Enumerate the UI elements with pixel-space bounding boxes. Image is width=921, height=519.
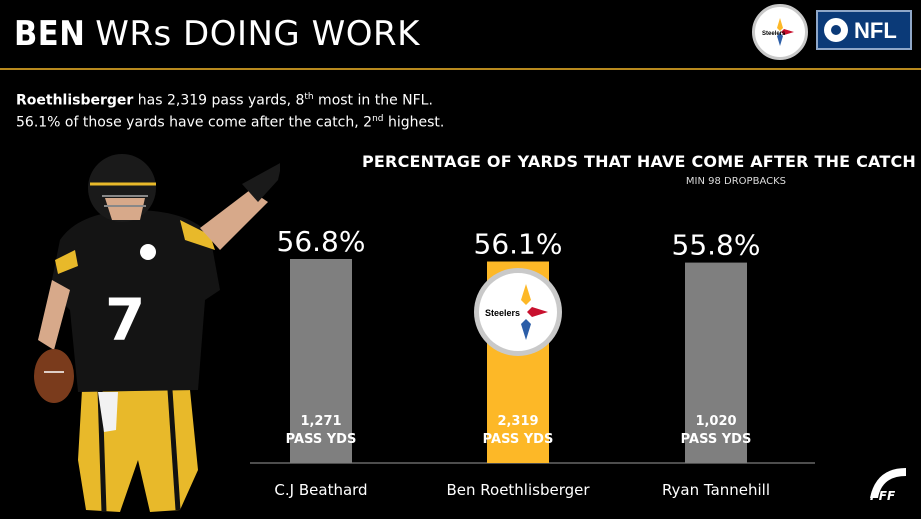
value-label-0: 56.8% (277, 225, 366, 258)
team-logo-text: Steelers (762, 31, 786, 37)
pass-yds-label-0: PASS YDS (286, 432, 357, 447)
chart-title: PERCENTAGE OF YARDS THAT HAVE COME AFTER… (362, 152, 917, 171)
bar-logo-text: Steelers (485, 308, 520, 318)
pass-yds-label-2: PASS YDS (681, 432, 752, 447)
title-rest: WRs DOING WORK (95, 14, 420, 54)
pass-yds-value-1: 2,319 (497, 414, 538, 429)
cbs-eye-icon (824, 18, 848, 42)
value-label-1: 56.1% (474, 228, 563, 261)
header-divider (0, 68, 921, 70)
hypocycloid-blue (521, 319, 531, 340)
chart-subtitle: MIN 98 DROPBACKS (685, 176, 786, 187)
category-label-2: Ryan Tannehill (662, 481, 770, 499)
hypocycloid-red (527, 307, 548, 317)
hypocycloid-gold (521, 284, 531, 305)
pass-yds-label-1: PASS YDS (483, 432, 554, 447)
summary-text: highest. (383, 114, 445, 131)
summary-line-2: 56.1% of those yards have come after the… (16, 114, 444, 131)
page-title: BEN WRs DOING WORK (14, 14, 420, 54)
summary-line-1: Roethlisberger has 2,319 pass yards, 8th… (16, 92, 433, 109)
pff-logo-icon: PFF (870, 468, 906, 503)
pass-yds-value-2: 1,020 (695, 414, 736, 429)
nfl-logo-text: NFL (854, 18, 897, 43)
bar-logo-circle (479, 273, 557, 351)
category-label-1: Ben Roethlisberger (446, 481, 590, 499)
bar-0 (290, 259, 352, 463)
jersey-number: 7 (105, 286, 145, 354)
title-bold: BEN (14, 14, 86, 54)
ordinal-suffix: th (304, 92, 314, 102)
value-label-2: 55.8% (672, 229, 761, 262)
steelers-logo-icon: Steelers (752, 4, 808, 60)
summary-text: 56.1% of those yards have come after the… (16, 114, 373, 131)
player-name: Roethlisberger (16, 92, 134, 109)
player-illustration: 7 (34, 154, 280, 513)
cbs-nfl-logo: NFL (816, 10, 912, 50)
summary-text: most in the NFL. (313, 92, 433, 109)
bar-2 (685, 262, 747, 463)
pass-yds-value-0: 1,271 (300, 414, 341, 429)
pff-logo-text: PFF (870, 489, 896, 503)
summary-text: has 2,319 pass yards, 8 (133, 92, 305, 109)
category-label-0: C.J Beathard (274, 481, 367, 499)
ordinal-suffix: nd (372, 114, 384, 124)
